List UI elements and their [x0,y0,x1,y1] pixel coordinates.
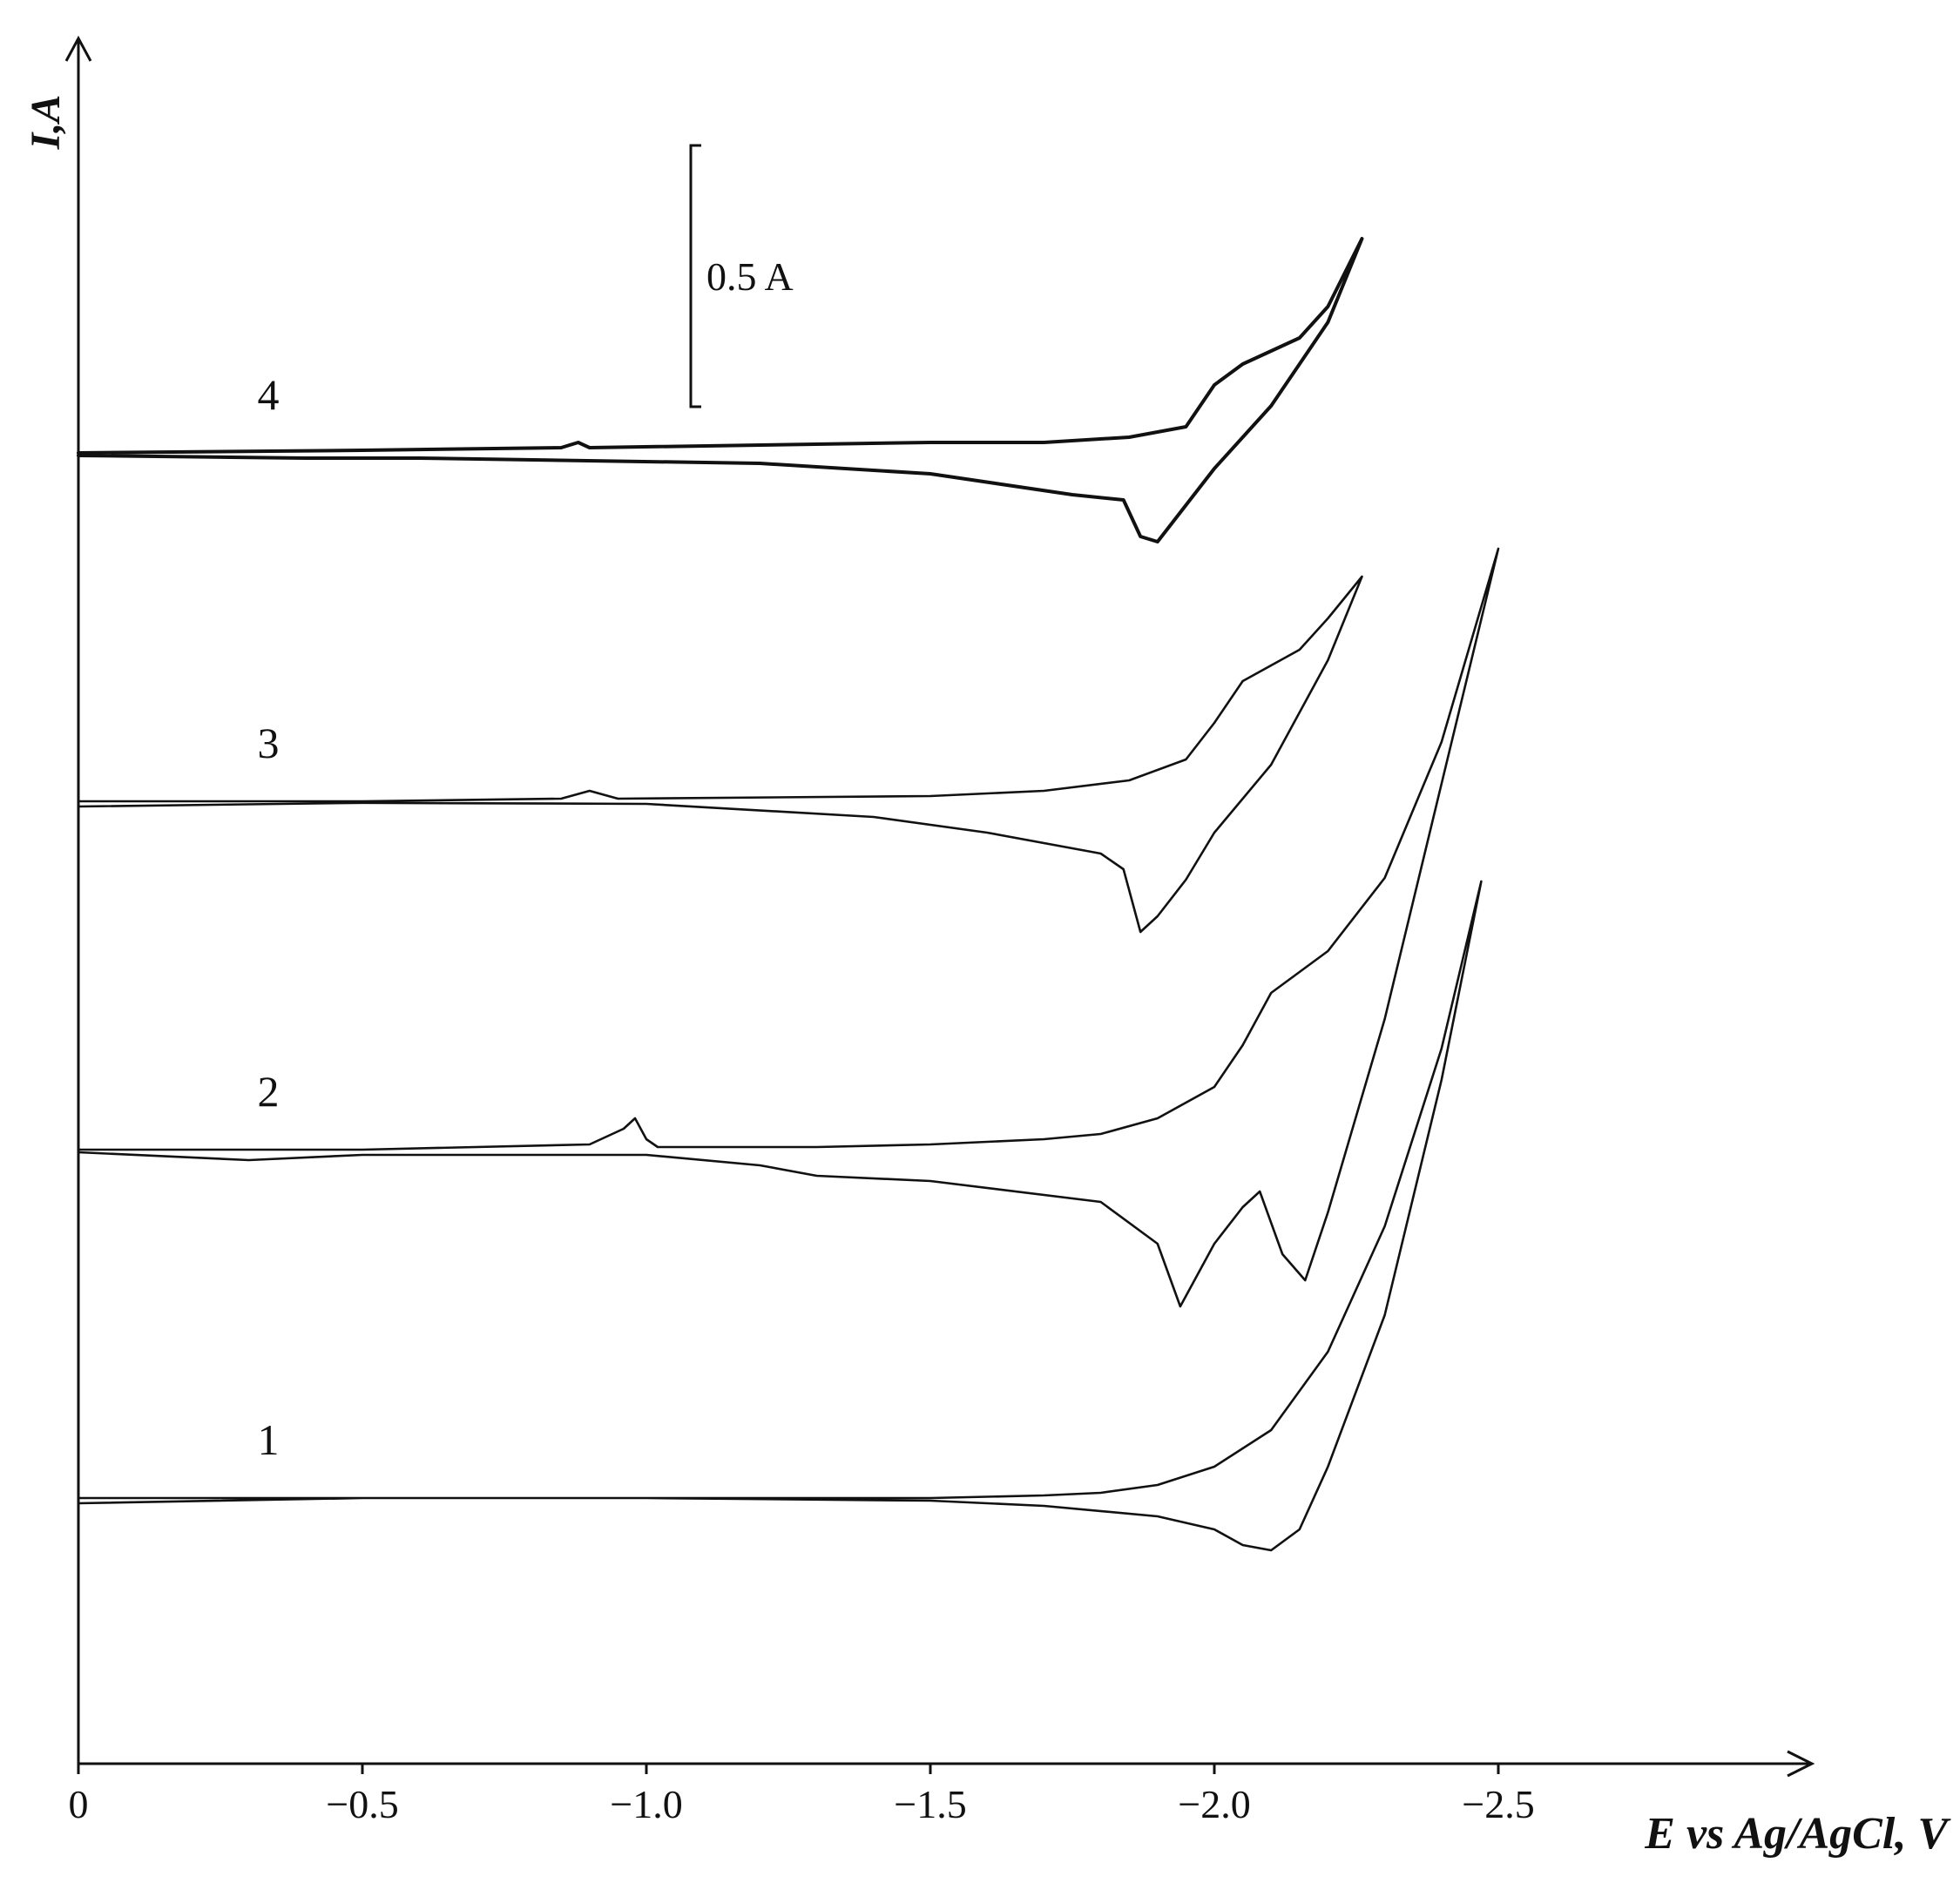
curve-label-3: 3 [258,719,280,767]
x-tick-label: −2.0 [1178,1782,1250,1826]
x-axis-arrowhead [1787,1750,1815,1778]
axes: 0 −0.5 −1.0 −1.5 −2.0 −2.5 [64,35,1815,1826]
x-tick-label: −0.5 [326,1782,398,1826]
x-tick-label: −2.5 [1462,1782,1534,1826]
y-axis-label: I,A [23,95,69,151]
cv-curve-2 [77,547,1500,1308]
x-axis-label: E vs Ag/AgCl, V [1644,1809,1951,1859]
cv-curve-4 [77,237,1364,543]
y-axis-arrowhead [64,35,92,62]
scale-bar: 0.5 A [689,144,794,408]
x-tick-label: −1.0 [610,1782,682,1826]
curve-label-1: 1 [258,1415,280,1464]
cv-curve-3 [77,575,1363,934]
scale-bar-line [689,144,701,408]
x-ticks: 0 −0.5 −1.0 −1.5 −2.0 −2.5 [69,1764,1535,1826]
curve-label-2: 2 [258,1067,280,1116]
x-tick-label: 0 [69,1782,89,1826]
x-tick-label: −1.5 [894,1782,966,1826]
cv-curve-1 [77,880,1483,1552]
voltammogram-curves: 1 2 3 4 [77,237,1500,1552]
curve-label-4: 4 [258,370,280,419]
scale-bar-label: 0.5 A [706,254,794,299]
